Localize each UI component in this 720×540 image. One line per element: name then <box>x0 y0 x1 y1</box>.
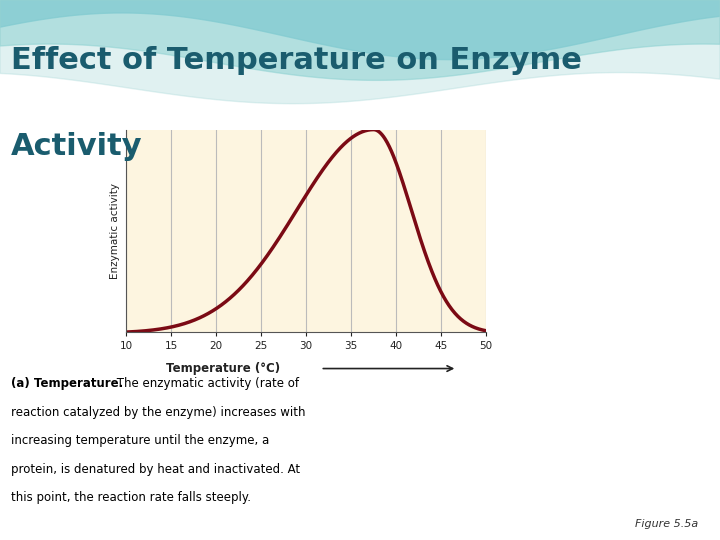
Text: increasing temperature until the enzyme, a: increasing temperature until the enzyme,… <box>11 434 269 447</box>
Text: Figure 5.5a: Figure 5.5a <box>635 519 698 529</box>
Text: reaction catalyzed by the enzyme) increases with: reaction catalyzed by the enzyme) increa… <box>11 406 305 419</box>
Text: this point, the reaction rate falls steeply.: this point, the reaction rate falls stee… <box>11 491 251 504</box>
Text: Effect of Temperature on Enzyme: Effect of Temperature on Enzyme <box>11 46 582 75</box>
Text: protein, is denatured by heat and inactivated. At: protein, is denatured by heat and inacti… <box>11 462 300 476</box>
Y-axis label: Enzymatic activity: Enzymatic activity <box>110 183 120 279</box>
Text: Temperature (°C): Temperature (°C) <box>166 362 280 375</box>
Text: Activity: Activity <box>11 132 143 161</box>
Text: (a) Temperature.: (a) Temperature. <box>11 377 123 390</box>
Text: The enzymatic activity (rate of: The enzymatic activity (rate of <box>112 377 299 390</box>
